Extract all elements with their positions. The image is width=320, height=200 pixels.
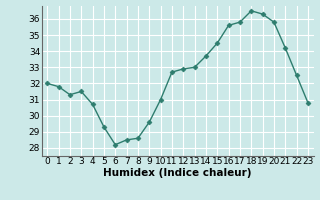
X-axis label: Humidex (Indice chaleur): Humidex (Indice chaleur)	[103, 168, 252, 178]
